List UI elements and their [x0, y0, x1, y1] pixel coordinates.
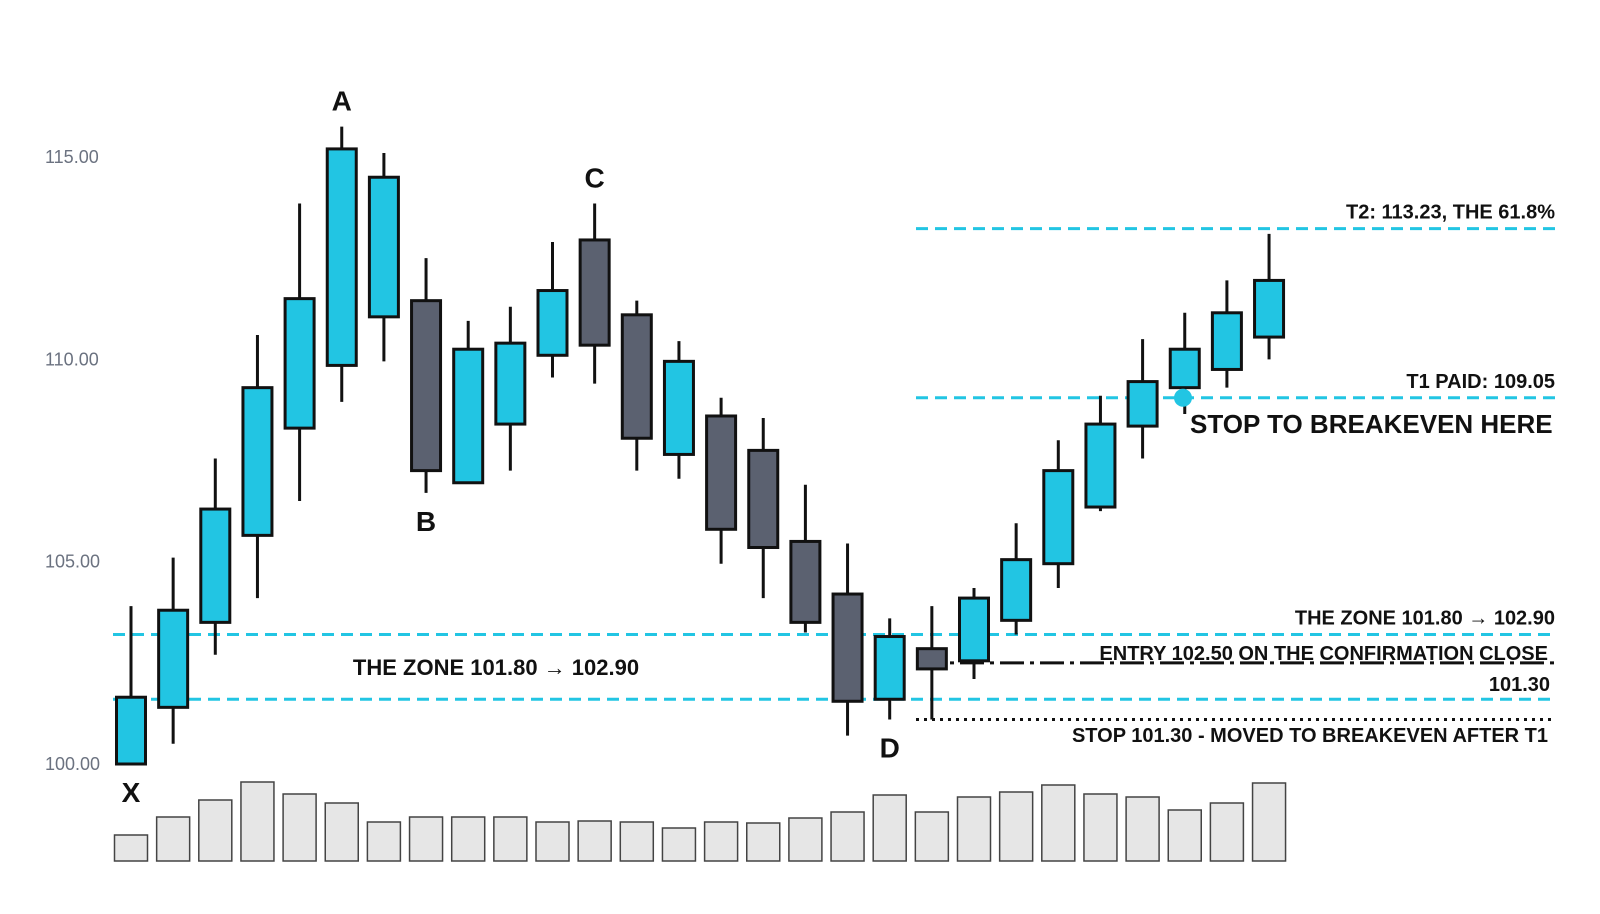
volume-bar: [914, 811, 950, 862]
volume-bars: [113, 781, 1287, 862]
volume-bar: [703, 821, 739, 862]
candlesticks: [115, 126, 1286, 766]
bullish-candle: [1126, 380, 1159, 428]
volume-bar: [1251, 782, 1287, 862]
bearish-candle: [831, 592, 864, 703]
volume-bar: [324, 802, 359, 862]
point-label-a: A: [332, 86, 352, 117]
bullish-candle: [452, 347, 485, 485]
level-lines: [113, 227, 1555, 721]
volume-bar: [1041, 784, 1076, 862]
volume-bar: [746, 822, 781, 862]
volume-bar: [113, 834, 149, 862]
zone-label-left: THE ZONE 101.80 → 102.90: [353, 655, 639, 680]
stop-label: STOP 101.30 - MOVED TO BREAKEVEN AFTER T…: [1072, 725, 1548, 747]
bullish-candle: [1168, 347, 1201, 390]
volume-bar: [1209, 802, 1245, 862]
bearish-candle: [915, 647, 948, 671]
bullish-candle: [1210, 311, 1243, 371]
bearish-candle: [410, 299, 443, 473]
pattern-point-labels: X A B C D: [122, 86, 900, 808]
volume-bar: [408, 816, 444, 862]
y-tick-label: 110.00: [45, 349, 99, 369]
volume-bar: [493, 816, 528, 862]
volume-bar: [872, 794, 907, 862]
bearish-candle: [747, 448, 780, 550]
volume-bar: [535, 821, 570, 862]
volume-bar: [1167, 809, 1202, 862]
bearish-candle: [578, 238, 611, 347]
bullish-candle: [283, 297, 316, 430]
bearish-candle: [789, 539, 822, 624]
volume-bar: [619, 821, 655, 862]
bullish-candle: [325, 147, 358, 367]
bullish-candle: [1042, 469, 1075, 566]
bullish-candle: [367, 175, 400, 319]
point-label-x: X: [122, 777, 141, 808]
point-label-b: B: [416, 506, 436, 537]
y-tick-label: 115.00: [45, 147, 99, 167]
trade-annotations: T2: 113.23, THE 61.8% T1 PAID: 109.05 STOP…: [353, 202, 1555, 747]
bullish-candle: [494, 341, 527, 426]
volume-bar: [956, 796, 992, 862]
y-tick-label: 105.00: [45, 552, 100, 572]
volume-bar: [240, 781, 275, 862]
bullish-candle: [958, 596, 990, 663]
volume-bar: [155, 816, 191, 862]
y-axis: 100.00 105.00 110.00 115.00: [45, 147, 100, 774]
volume-bar: [282, 793, 317, 862]
volume-bar: [830, 811, 865, 862]
entry-label: ENTRY 102.50 ON THE CONFIRMATION CLOSE: [1099, 643, 1548, 665]
bullish-candle: [1253, 278, 1286, 339]
t1-label: T1 PAID: 109.05: [1406, 371, 1555, 393]
bearish-candle: [705, 414, 738, 531]
volume-bar: [998, 791, 1034, 862]
stop-price-label: 101.30: [1489, 674, 1550, 696]
bullish-candle: [157, 608, 190, 709]
bullish-candle: [873, 635, 906, 701]
breakeven-label: STOP TO BREAKEVEN HERE: [1190, 409, 1553, 439]
volume-bar: [577, 820, 612, 862]
point-label-d: D: [880, 732, 900, 763]
bullish-candle: [1000, 558, 1033, 622]
bullish-candle: [1084, 422, 1117, 509]
point-label-c: C: [585, 163, 605, 194]
breakeven-marker-dot: [1174, 388, 1192, 407]
bullish-candle: [241, 386, 274, 537]
bearish-candle: [620, 313, 653, 440]
volume-bar: [1083, 793, 1118, 862]
bullish-candle: [536, 289, 569, 357]
volume-bar: [1125, 796, 1160, 862]
volume-bar: [788, 817, 823, 862]
volume-bar: [366, 821, 402, 862]
t2-label: T2: 113.23, THE 61.8%: [1346, 202, 1555, 224]
bullish-candle: [115, 695, 147, 766]
volume-bar: [450, 816, 486, 862]
y-tick-label: 100.00: [45, 754, 100, 774]
bullish-candle: [662, 359, 695, 456]
bullish-candle: [199, 507, 232, 624]
volume-bar: [198, 799, 233, 862]
zone-label-right: THE ZONE 101.80 → 102.90: [1295, 608, 1555, 630]
volume-bar: [661, 827, 697, 862]
